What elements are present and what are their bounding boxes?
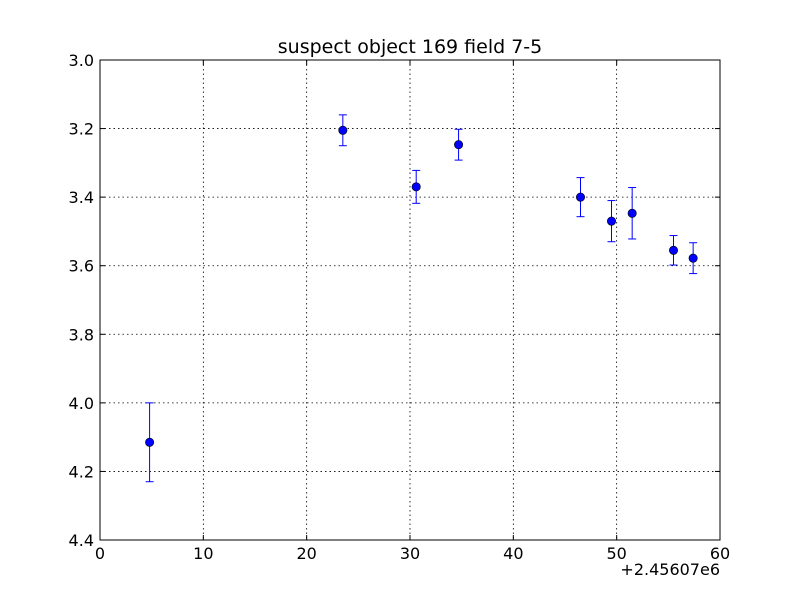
point-marker xyxy=(145,437,155,447)
y-tick-label: 4.2 xyxy=(69,462,94,481)
data-point xyxy=(627,187,637,240)
y-tick-label: 3.8 xyxy=(69,325,94,344)
data-point xyxy=(668,235,678,266)
y-tick-label: 3.0 xyxy=(69,51,94,70)
data-point xyxy=(145,402,155,483)
chart-title: suspect object 169 field 7-5 xyxy=(278,36,543,58)
data-point xyxy=(411,169,421,204)
x-tick-label: 40 xyxy=(503,544,523,563)
point-marker xyxy=(454,140,464,150)
point-marker xyxy=(688,253,698,263)
x-tick-label: 50 xyxy=(606,544,626,563)
data-point xyxy=(688,242,698,275)
y-tick-label: 4.0 xyxy=(69,394,94,413)
point-marker xyxy=(411,182,421,192)
x-axis-offset-label: +2.45607e6 xyxy=(620,560,720,579)
point-marker xyxy=(606,216,616,226)
data-point xyxy=(454,128,464,161)
point-marker xyxy=(668,245,678,255)
x-tick-label: 60 xyxy=(710,544,730,563)
point-marker xyxy=(627,208,637,218)
data-point xyxy=(606,200,616,243)
data-layer xyxy=(145,114,698,483)
data-point xyxy=(575,177,585,218)
x-tick-label: 30 xyxy=(400,544,420,563)
point-marker xyxy=(338,125,348,135)
x-tick-label: 10 xyxy=(193,544,213,563)
grid-layer xyxy=(100,60,720,540)
x-tick-label: 0 xyxy=(95,544,105,563)
tick-layer: 0 10 20 30 40 50 60 3.0 3.2 3.4 3.6 3.8 4.0 4.2 4.4 xyxy=(69,51,731,563)
data-point xyxy=(338,114,348,147)
y-tick-label: 3.2 xyxy=(69,120,94,139)
y-tick-label: 3.6 xyxy=(69,257,94,276)
point-marker xyxy=(575,192,585,202)
y-tick-label: 4.4 xyxy=(69,531,94,550)
x-tick-label: 20 xyxy=(296,544,316,563)
y-tick-label: 3.4 xyxy=(69,188,94,207)
